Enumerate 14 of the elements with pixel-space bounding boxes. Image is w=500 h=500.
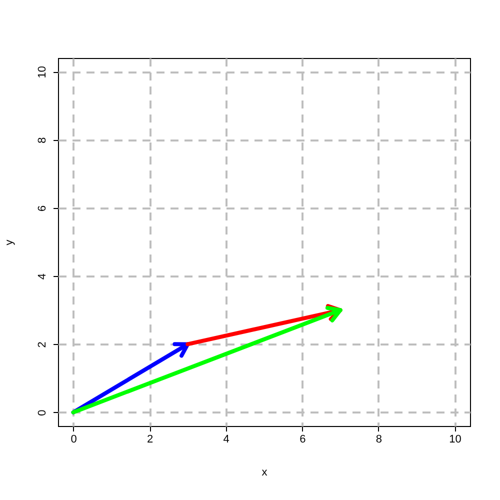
x-tick-label: 2	[146, 434, 154, 446]
x-tick-label: 0	[70, 434, 77, 446]
x-tick-label: 10	[449, 434, 462, 446]
y-tick-label: 6	[36, 205, 48, 212]
y-tick-label: 0	[36, 410, 48, 416]
x-tick-label: 4	[223, 434, 230, 446]
x-tick-label: 8	[376, 434, 382, 446]
y-axis-title: y	[4, 239, 16, 246]
y-tick-label: 2	[36, 342, 48, 348]
y-tick-label: 10	[36, 66, 48, 78]
y-tick-label: 4	[36, 274, 48, 280]
x-axis-title: x	[262, 466, 268, 478]
y-tick-label: 8	[36, 137, 48, 144]
x-tick-label: 6	[300, 434, 306, 446]
